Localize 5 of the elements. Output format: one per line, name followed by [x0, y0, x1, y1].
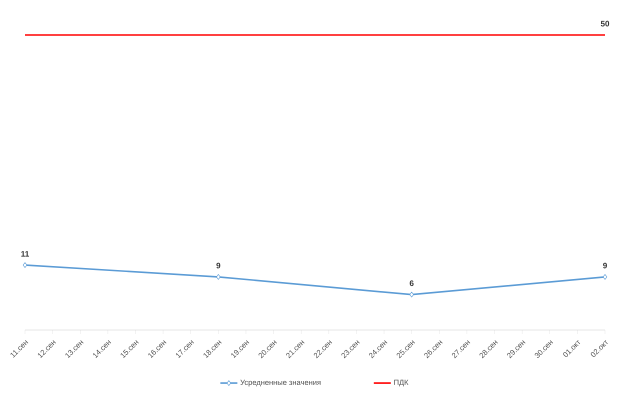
data-label: 11	[21, 251, 30, 257]
data-label: 50	[600, 20, 610, 26]
data-label: 6	[410, 280, 414, 286]
data-label: 9	[216, 262, 220, 268]
data-label: 9	[603, 262, 607, 268]
